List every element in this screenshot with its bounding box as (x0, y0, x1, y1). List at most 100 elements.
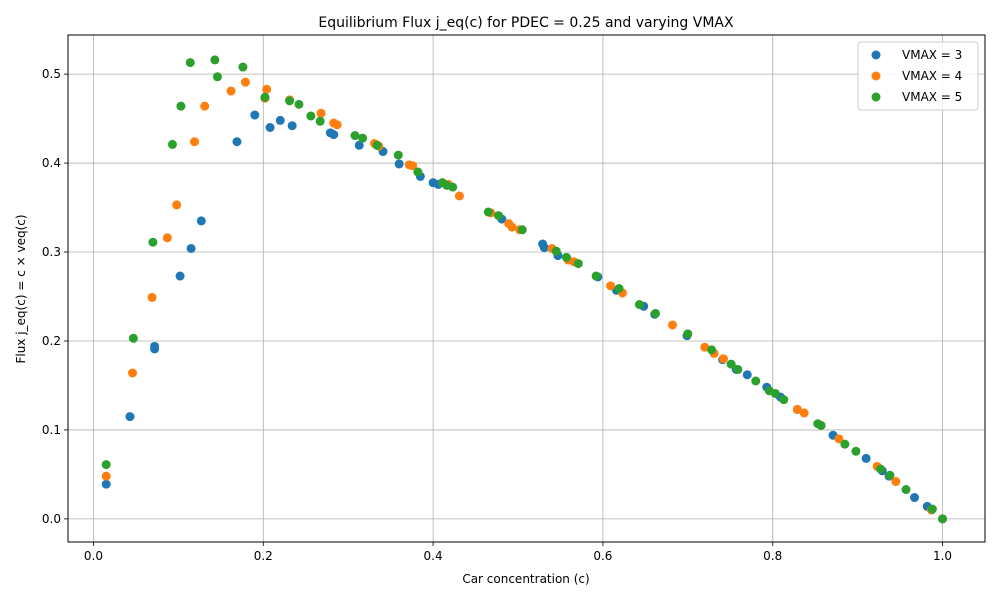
data-point (210, 55, 220, 65)
data-point (393, 150, 403, 160)
data-point (651, 308, 661, 318)
data-point (799, 408, 809, 418)
data-point (885, 470, 895, 480)
data-point (196, 216, 206, 226)
data-point (285, 96, 295, 106)
x-tick-label: 0.2 (254, 549, 273, 563)
data-point (517, 225, 527, 235)
data-point (816, 420, 826, 430)
data-point (792, 404, 802, 414)
x-axis-label: Car concentration (c) (462, 572, 589, 586)
data-point (561, 252, 571, 262)
data-point (287, 121, 297, 131)
data-point (861, 453, 871, 463)
legend-label: VMAX = 3 (902, 48, 962, 62)
data-point (358, 133, 368, 143)
data-point (742, 370, 752, 380)
ticks-layer: 0.0 0.2 0.4 0.6 0.8 1.0 0.0 0.1 0.2 0.3 0.4 0.5 (42, 67, 952, 563)
data-point (733, 364, 743, 374)
data-point (454, 191, 464, 201)
data-point (448, 182, 458, 192)
data-point (306, 111, 316, 121)
x-tick-label: 0.8 (763, 549, 782, 563)
legend-marker (871, 50, 881, 60)
plot-frame (67, 34, 986, 543)
data-point (167, 139, 177, 149)
data-point (101, 471, 111, 481)
data-point (683, 329, 693, 339)
data-point (606, 281, 616, 291)
data-point (938, 514, 948, 524)
data-point (147, 292, 157, 302)
data-point (840, 439, 850, 449)
data-point (726, 359, 736, 369)
x-tick-label: 0.4 (424, 549, 443, 563)
legend-marker (871, 71, 881, 81)
data-point (150, 341, 160, 351)
y-tick-label: 0.5 (42, 67, 61, 81)
data-point (128, 333, 138, 343)
data-point (350, 131, 360, 141)
data-point (190, 137, 200, 147)
data-point (707, 345, 717, 355)
data-point (238, 62, 248, 72)
data-point (394, 159, 404, 169)
y-tick-label: 0.2 (42, 334, 61, 348)
data-point (372, 140, 382, 150)
data-point (332, 120, 342, 130)
legend-label: VMAX = 4 (902, 69, 962, 83)
data-point (614, 284, 624, 293)
data-point (634, 300, 644, 310)
data-point (240, 77, 250, 87)
data-point (250, 110, 260, 120)
legend-box (857, 41, 979, 111)
data-point (200, 101, 210, 111)
data-point (408, 161, 418, 171)
data-point (232, 137, 242, 147)
y-tick-label: 0.4 (42, 156, 61, 170)
data-point (329, 130, 339, 140)
data-point (718, 354, 728, 364)
data-point (507, 222, 517, 232)
data-point (226, 86, 236, 96)
data-point (700, 342, 710, 352)
data-point (186, 243, 196, 253)
x-tick-label: 1.0 (933, 549, 952, 563)
x-tick-label: 0.6 (593, 549, 612, 563)
data-point (125, 412, 135, 422)
series-3 (101, 55, 948, 524)
data-point (175, 271, 185, 281)
data-point (162, 233, 172, 243)
data-point (551, 246, 561, 256)
data-point (851, 446, 861, 456)
legend-marker (871, 92, 881, 102)
data-point (891, 477, 901, 487)
y-tick-label: 0.1 (42, 423, 61, 437)
data-point (901, 485, 911, 495)
data-point (751, 376, 761, 386)
data-point (927, 504, 937, 514)
data-point (176, 101, 186, 111)
data-point (770, 388, 780, 398)
data-point (573, 259, 583, 269)
legend-label: VMAX = 5 (902, 90, 962, 104)
grid-layer (68, 35, 985, 542)
data-point (262, 84, 272, 94)
data-point (275, 115, 285, 125)
data-point (910, 493, 920, 503)
data-point (591, 271, 601, 281)
points-layer (101, 55, 948, 524)
data-point (316, 108, 326, 118)
data-point (148, 237, 158, 247)
data-point (172, 200, 182, 210)
y-axis-label: Flux j_eq(c) = c × veq(c) (14, 214, 28, 363)
data-point (185, 58, 195, 68)
data-point (354, 140, 364, 150)
data-point (294, 99, 304, 109)
data-point (539, 243, 549, 253)
data-point (413, 167, 423, 177)
data-point (876, 464, 886, 474)
data-point (265, 123, 275, 133)
data-point (668, 320, 678, 330)
